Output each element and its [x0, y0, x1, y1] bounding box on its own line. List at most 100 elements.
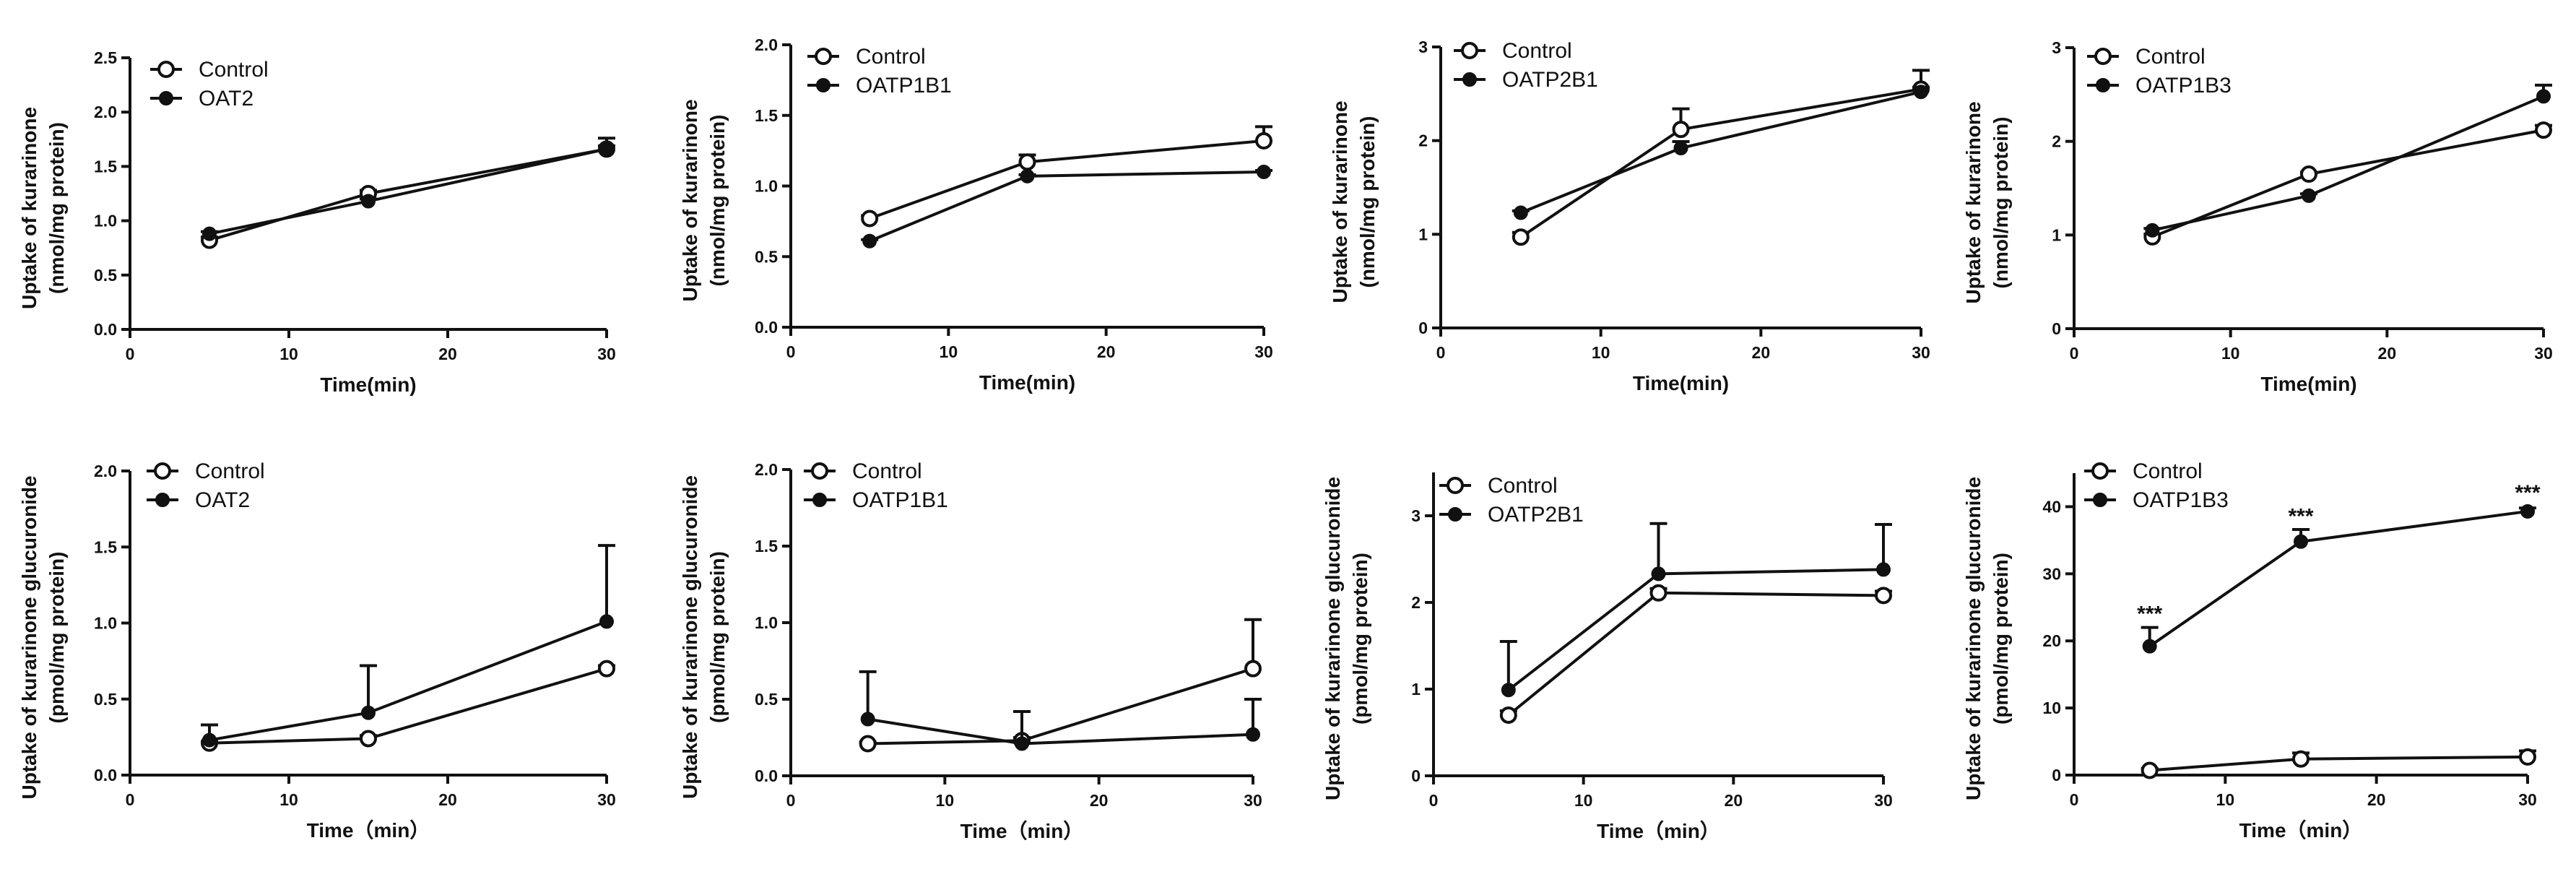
y-tick-label: 0 — [1411, 766, 1421, 785]
legend-marker — [815, 48, 832, 65]
y-axis-title: Uptake of kurarinone glucuronide — [679, 475, 701, 799]
y-tick-label: 3 — [2052, 38, 2061, 57]
legend-label: Control — [1488, 474, 1558, 498]
y-tick-label: 0.5 — [94, 690, 117, 709]
legend: Control OAT2 — [147, 459, 265, 512]
y-axis-subtitle: (nmol/mg protein) — [45, 122, 68, 294]
significance-marker: *** — [2515, 481, 2540, 505]
x-tick-label: 10 — [1574, 791, 1593, 810]
series-transporter — [2143, 83, 2552, 238]
y-tick-label: 0.5 — [94, 266, 117, 285]
y-tick-label: 0.0 — [94, 320, 117, 339]
x-tick-label: 10 — [2216, 790, 2235, 809]
open-circle-marker — [1255, 131, 1272, 150]
legend-marker — [816, 78, 831, 92]
legend-label: OAT2 — [199, 87, 253, 111]
x-tick-label: 0 — [2070, 344, 2079, 363]
series-control — [2143, 121, 2552, 246]
filled-circle-marker — [361, 705, 376, 720]
y-tick-label: 20 — [2042, 631, 2061, 650]
open-circle-marker — [1672, 121, 1690, 139]
legend-label: OATP2B1 — [1502, 68, 1598, 92]
x-tick-label: 30 — [2518, 790, 2537, 809]
x-tick-label: 20 — [1725, 791, 1743, 810]
series-line — [869, 170, 1265, 243]
legend-marker — [1462, 72, 1477, 87]
x-tick-label: 20 — [1090, 791, 1109, 810]
legend-marker — [1461, 42, 1478, 59]
filled-circle-marker — [1673, 141, 1688, 156]
x-tick-label: 10 — [1592, 343, 1610, 362]
x-tick-label: 30 — [2534, 344, 2553, 363]
y-tick-label: 2.5 — [94, 48, 117, 67]
open-circle-marker — [2535, 121, 2552, 139]
open-circle-marker — [2292, 750, 2310, 768]
series-control — [201, 660, 615, 752]
y-axis-subtitle: (pmol/mg protein) — [45, 552, 68, 724]
filled-circle-marker — [2294, 534, 2308, 549]
legend: Control OAT2 — [150, 58, 269, 111]
open-circle-marker — [2519, 748, 2536, 766]
series-line — [869, 139, 1265, 220]
x-axis-title: Time(min) — [320, 373, 416, 396]
filled-circle-marker — [1501, 683, 1516, 698]
filled-circle-marker — [1513, 205, 1528, 220]
filled-circle-marker — [599, 614, 614, 629]
x-tick-label: 10 — [940, 342, 958, 361]
y-tick-label: 10 — [2042, 699, 2061, 717]
series-line — [209, 620, 607, 742]
x-tick-label: 30 — [597, 790, 616, 809]
filled-circle-marker — [1015, 736, 1029, 751]
y-tick-label: 0.0 — [755, 318, 778, 337]
x-tick-label: 0 — [1436, 343, 1446, 362]
series-control — [859, 618, 1262, 753]
legend-label: OATP2B1 — [1488, 503, 1584, 527]
y-axis-title: Uptake of kurarinone glucuronide — [1962, 477, 1985, 800]
legend-marker — [2094, 48, 2112, 65]
series-transporter — [1512, 85, 1930, 220]
open-circle-marker — [1244, 660, 1262, 678]
legend-marker — [155, 493, 170, 507]
series-line — [2151, 95, 2544, 232]
y-tick-label: 40 — [2042, 497, 2061, 516]
legend: Control OATP1B3 — [2087, 45, 2232, 98]
x-tick-label: 30 — [1874, 791, 1893, 810]
y-tick-label: 1.0 — [755, 177, 778, 196]
legend-label: Control — [856, 45, 926, 69]
legend-label: OATP1B1 — [856, 74, 952, 98]
x-axis-title: Time（min） — [960, 819, 1084, 842]
y-axis-title: Uptake of kurarinone — [18, 107, 40, 309]
filled-circle-marker — [860, 712, 875, 727]
series-control — [2141, 748, 2536, 779]
y-axis-title: Uptake of kurarinone — [679, 99, 701, 301]
x-tick-label: 0 — [126, 790, 135, 809]
legend-marker — [2096, 78, 2110, 92]
y-tick-label: 3 — [1411, 506, 1421, 525]
filled-circle-marker — [1651, 566, 1666, 581]
y-tick-label: 2.0 — [94, 103, 117, 121]
filled-circle-marker — [1020, 168, 1035, 183]
series-line — [867, 667, 1254, 745]
y-axis-title: Uptake of kurarinone glucuronide — [1322, 477, 1344, 800]
x-tick-label: 20 — [1097, 342, 1116, 361]
series-control — [1512, 69, 1930, 246]
legend-marker — [154, 462, 171, 480]
y-axis-title: Uptake of kurarinone glucuronide — [18, 475, 40, 799]
legend-marker — [1448, 507, 1462, 522]
legend-label: OATP1B3 — [2135, 74, 2232, 98]
series-line — [2151, 129, 2544, 238]
series-line — [867, 717, 1254, 745]
y-tick-label: 2.0 — [755, 35, 778, 54]
series-line — [1507, 568, 1884, 691]
filled-circle-marker — [2142, 639, 2157, 654]
x-tick-label: 20 — [438, 345, 457, 363]
y-tick-label: 1.0 — [755, 613, 778, 632]
legend: Control OATP1B1 — [804, 459, 948, 512]
y-tick-label: 0 — [1418, 319, 1428, 337]
series-line — [1519, 87, 1922, 238]
filled-circle-marker — [862, 233, 877, 248]
legend-marker — [1447, 477, 1464, 494]
filled-circle-marker — [202, 226, 217, 241]
